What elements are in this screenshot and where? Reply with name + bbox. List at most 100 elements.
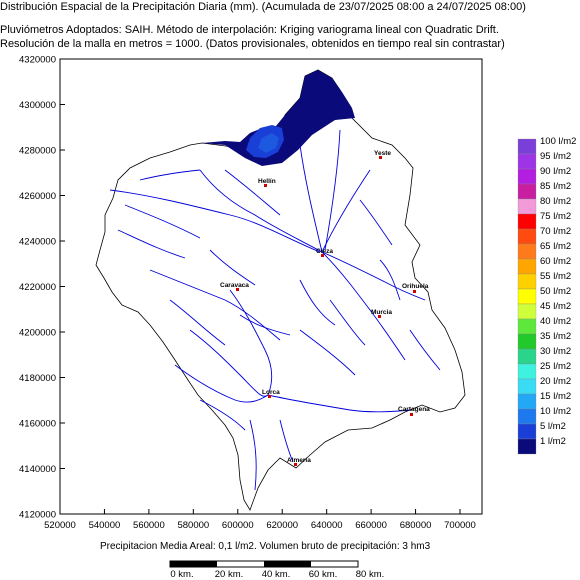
legend-swatch — [517, 318, 537, 335]
x-tick-label: 520000 — [44, 520, 76, 531]
legend-swatch — [517, 258, 537, 275]
legend-swatch — [517, 168, 537, 185]
scale-labels: 0 km. 20 km. 40 km. 60 km. 80 km. — [170, 569, 384, 580]
precipitation-area-5mm — [246, 125, 284, 158]
town-label: Cartagena — [398, 406, 430, 413]
x-tick-label: 600000 — [222, 520, 254, 531]
town-label: Hellín — [258, 178, 276, 185]
x-axis: 520000 540000 560000 580000 600000 620000 6400… — [44, 509, 476, 531]
town-marker — [268, 395, 271, 398]
scale-label: 40 km. — [262, 569, 291, 580]
legend-label: 80 l/m2 — [540, 196, 571, 207]
legend-swatch — [517, 213, 537, 230]
legend-swatch — [517, 273, 537, 290]
town-marker — [413, 290, 416, 293]
legend-swatch — [517, 378, 537, 395]
scale-segment — [170, 561, 217, 567]
town-label: Caravaca — [220, 282, 249, 289]
legend-label: 60 l/m2 — [540, 256, 571, 267]
x-tick-label: 560000 — [133, 520, 165, 531]
town-orihuela: Orihuela — [402, 283, 429, 293]
x-tick-label: 580000 — [177, 520, 209, 531]
legend-label: 25 l/m2 — [540, 361, 571, 372]
legend-label: 30 l/m2 — [540, 346, 571, 357]
town-marker — [294, 463, 297, 466]
legend-label: 15 l/m2 — [540, 391, 571, 402]
town-marker — [236, 288, 239, 291]
legend-label: 1 l/m2 — [540, 436, 566, 447]
town-almeria: Almería — [287, 457, 311, 466]
y-tick-label: 4200000 — [19, 328, 56, 339]
town-caravaca: Caravaca — [220, 282, 249, 291]
y-tick-label: 4180000 — [19, 373, 56, 384]
precipitation-area-10mm — [258, 133, 279, 153]
y-tick-label: 4120000 — [19, 510, 56, 521]
legend-swatch — [517, 153, 537, 170]
legend-label: 75 l/m2 — [540, 211, 571, 222]
town-lorca: Lorca — [262, 389, 280, 398]
scale-label: 0 km. — [170, 569, 193, 580]
town-cartagena: Cartagena — [398, 406, 430, 416]
legend-swatch — [517, 288, 537, 305]
town-label: Lorca — [262, 389, 280, 396]
x-tick-label: 620000 — [266, 520, 298, 531]
town-label: Orihuela — [402, 283, 429, 290]
y-axis: 4320000 4300000 4280000 4260000 4240000 42200… — [19, 55, 65, 521]
scale-label: 80 km. — [356, 569, 385, 580]
legend-swatch — [517, 333, 537, 350]
x-tick-label: 640000 — [311, 520, 343, 531]
town-marker — [378, 315, 381, 318]
town-murcia: Murcia — [371, 309, 392, 318]
legend-swatch — [517, 408, 537, 425]
x-tick-label: 700000 — [444, 520, 476, 531]
town-label: Murcia — [371, 309, 392, 316]
y-tick-label: 4260000 — [19, 191, 56, 202]
legend-label: 10 l/m2 — [540, 406, 571, 417]
town-cieza: Cieza — [316, 248, 333, 257]
x-tick-label: 660000 — [355, 520, 387, 531]
legend-swatch — [517, 228, 537, 245]
legend-label: 5 l/m2 — [540, 421, 566, 432]
legend-swatch — [517, 183, 537, 200]
resolution-description: Resolución de la malla en metros = 1000.… — [0, 38, 505, 50]
legend-label: 55 l/m2 — [540, 271, 571, 282]
y-tick-label: 4320000 — [19, 55, 56, 66]
legend-swatch — [517, 243, 537, 260]
scale-segment — [264, 561, 311, 567]
y-tick-label: 4140000 — [19, 464, 56, 475]
town-markers: Yeste Hellín Cieza Orihuela Caravaca Mur… — [220, 150, 430, 466]
legend-label: 40 l/m2 — [540, 316, 571, 327]
river-network — [109, 129, 441, 491]
legend-swatch — [517, 363, 537, 380]
scale-label: 60 km. — [309, 569, 338, 580]
legend-swatch — [517, 438, 537, 455]
precipitation-legend: 100 l/m2 95 l/m2 90 l/m2 85 l/m2 80 l/m2 75 l… — [517, 136, 576, 455]
town-label: Almería — [287, 457, 311, 464]
legend-label: 35 l/m2 — [540, 331, 571, 342]
y-tick-label: 4280000 — [19, 146, 56, 157]
map-title: Distribución Espacial de la Precipitació… — [0, 1, 526, 13]
town-marker — [264, 184, 267, 187]
legend-label: 90 l/m2 — [540, 166, 571, 177]
legend-label: 100 l/m2 — [540, 136, 576, 147]
y-tick-label: 4240000 — [19, 237, 56, 248]
y-tick-label: 4220000 — [19, 282, 56, 293]
precipitation-area-1mm — [202, 70, 355, 166]
legend-label: 95 l/m2 — [540, 151, 571, 162]
legend-label: 70 l/m2 — [540, 226, 571, 237]
legend-swatch — [517, 138, 537, 155]
legend-swatch — [517, 393, 537, 410]
town-yeste: Yeste — [374, 150, 391, 159]
legend-swatch — [517, 198, 537, 215]
town-marker — [321, 254, 324, 257]
town-marker — [410, 413, 413, 416]
y-tick-label: 4160000 — [19, 419, 56, 430]
town-marker — [379, 156, 382, 159]
legend-label: 85 l/m2 — [540, 181, 571, 192]
legend-label: 50 l/m2 — [540, 286, 571, 297]
legend-swatch — [517, 423, 537, 440]
x-tick-label: 680000 — [400, 520, 432, 531]
town-label: Cieza — [316, 248, 333, 255]
legend-label: 65 l/m2 — [540, 241, 571, 252]
